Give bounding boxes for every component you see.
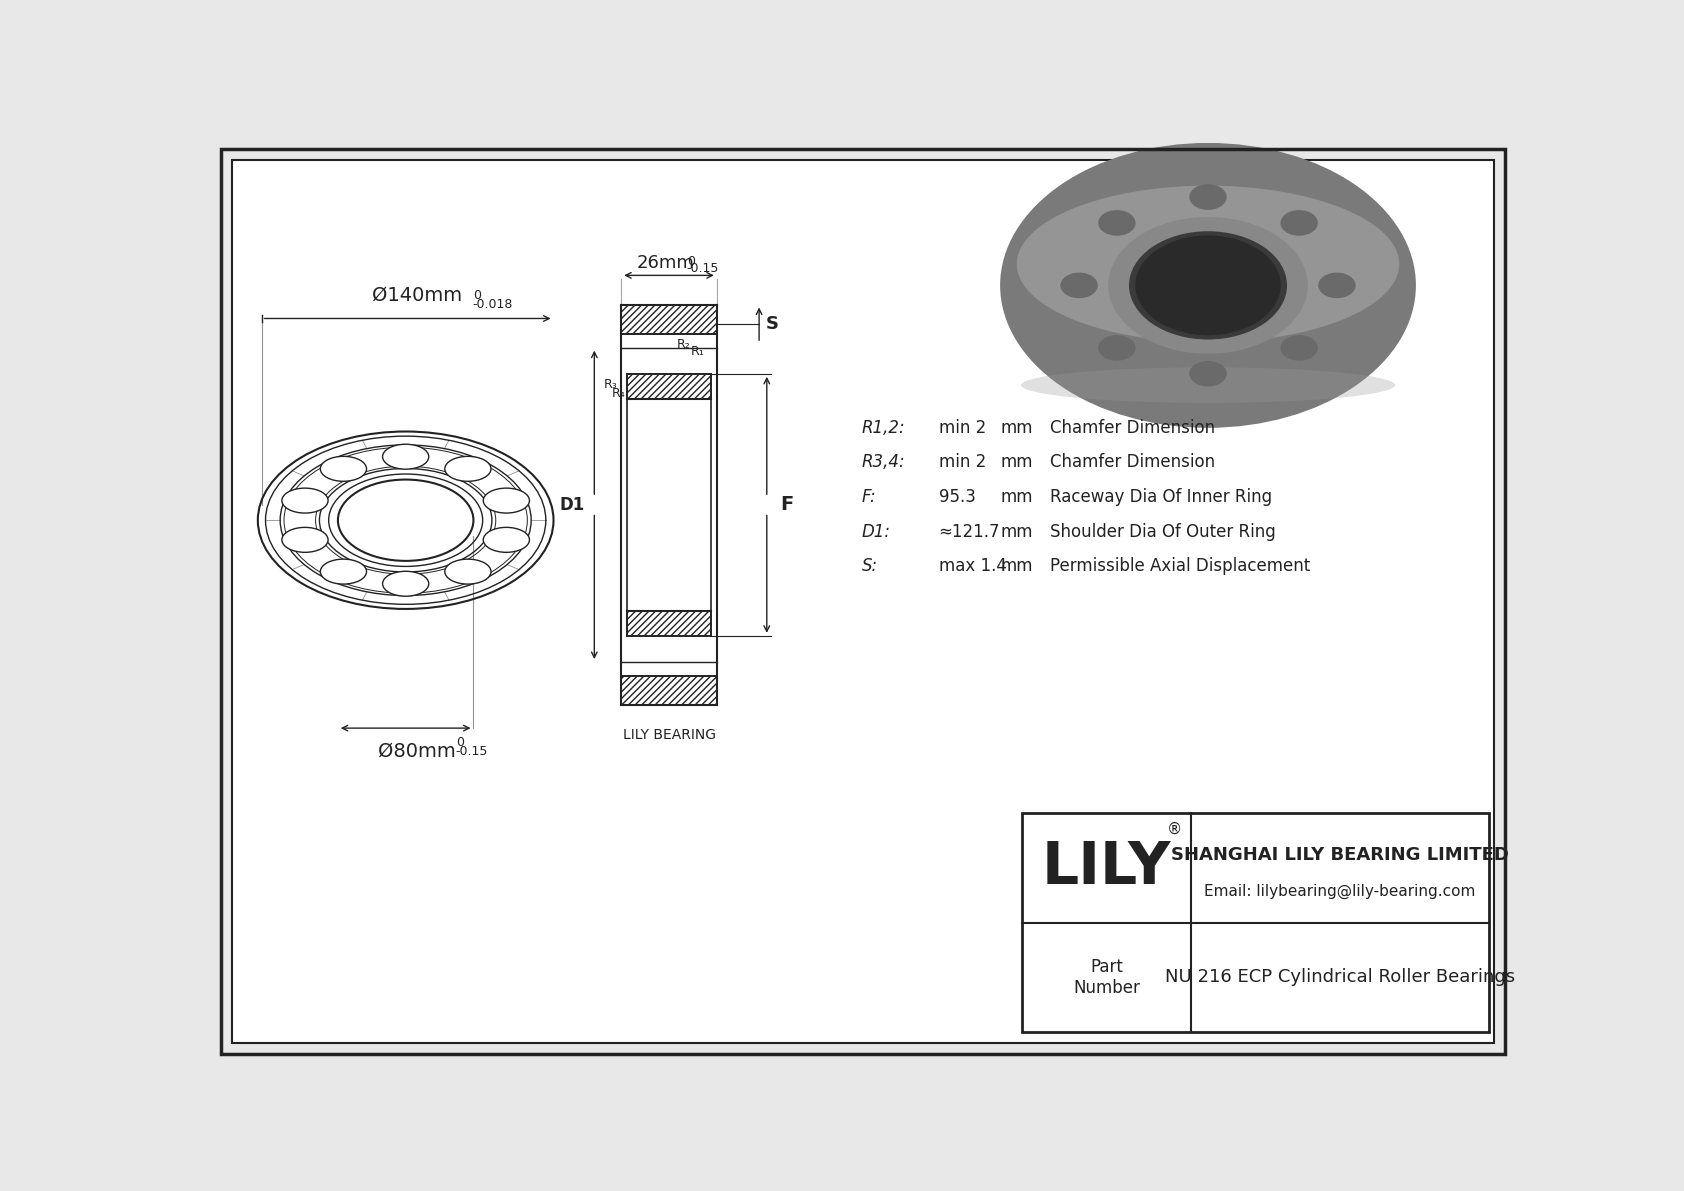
Text: mm: mm: [1000, 488, 1032, 506]
Ellipse shape: [281, 528, 328, 553]
Text: F: F: [780, 495, 793, 515]
Text: min 2: min 2: [938, 454, 985, 472]
Text: Email: lilybearing@lily-bearing.com: Email: lilybearing@lily-bearing.com: [1204, 884, 1475, 899]
Text: 26mm: 26mm: [637, 254, 694, 272]
Ellipse shape: [1189, 361, 1226, 387]
Text: mm: mm: [1000, 419, 1032, 437]
Bar: [621, 348, 717, 662]
Text: -0.15: -0.15: [456, 746, 488, 757]
Ellipse shape: [1128, 231, 1287, 339]
Text: R₄: R₄: [611, 387, 625, 400]
Text: LILY BEARING: LILY BEARING: [623, 728, 716, 742]
Text: -0.15: -0.15: [687, 262, 719, 275]
Bar: [621, 675, 717, 705]
Text: 0: 0: [473, 288, 480, 301]
Text: R₂: R₂: [677, 338, 690, 350]
Text: Ø80mm: Ø80mm: [379, 742, 456, 761]
Ellipse shape: [1319, 273, 1356, 298]
Ellipse shape: [1061, 273, 1098, 298]
Text: F:: F:: [862, 488, 876, 506]
Text: Part
Number: Part Number: [1073, 958, 1140, 997]
Text: Permissible Axial Displacement: Permissible Axial Displacement: [1051, 557, 1310, 575]
Text: S: S: [765, 314, 778, 332]
Ellipse shape: [1098, 335, 1135, 361]
Text: Shoulder Dia Of Outer Ring: Shoulder Dia Of Outer Ring: [1051, 523, 1276, 541]
Ellipse shape: [1098, 210, 1135, 236]
Text: Chamfer Dimension: Chamfer Dimension: [1051, 454, 1216, 472]
Ellipse shape: [320, 456, 367, 481]
Ellipse shape: [1189, 185, 1226, 210]
Text: ®: ®: [1167, 822, 1182, 837]
Text: 0: 0: [687, 255, 695, 268]
Ellipse shape: [1000, 143, 1416, 428]
Text: R3,4:: R3,4:: [862, 454, 904, 472]
Text: Chamfer Dimension: Chamfer Dimension: [1051, 419, 1216, 437]
Text: 95.3: 95.3: [938, 488, 975, 506]
Bar: [628, 611, 711, 636]
Text: mm: mm: [1000, 454, 1032, 472]
Text: -0.018: -0.018: [473, 298, 514, 311]
Ellipse shape: [258, 431, 554, 609]
Bar: [628, 374, 711, 399]
Ellipse shape: [1108, 217, 1308, 354]
Ellipse shape: [483, 528, 529, 553]
Bar: [628, 611, 711, 636]
Bar: [621, 305, 717, 333]
Ellipse shape: [445, 456, 492, 481]
Ellipse shape: [382, 572, 429, 597]
Text: max 1.4: max 1.4: [938, 557, 1007, 575]
Bar: [628, 374, 711, 399]
Text: 0: 0: [456, 736, 463, 749]
Ellipse shape: [320, 559, 367, 584]
Ellipse shape: [1135, 236, 1282, 335]
Bar: [621, 675, 717, 705]
Text: R1,2:: R1,2:: [862, 419, 904, 437]
Text: LILY: LILY: [1042, 840, 1170, 896]
Ellipse shape: [281, 488, 328, 513]
Text: NU 216 ECP Cylindrical Roller Bearings: NU 216 ECP Cylindrical Roller Bearings: [1165, 968, 1516, 986]
Text: SHANGHAI LILY BEARING LIMITED: SHANGHAI LILY BEARING LIMITED: [1170, 846, 1509, 863]
Ellipse shape: [445, 559, 492, 584]
Text: R₃: R₃: [603, 378, 618, 391]
Ellipse shape: [483, 488, 529, 513]
Ellipse shape: [1280, 335, 1319, 361]
Text: D1: D1: [559, 495, 584, 513]
Text: R₁: R₁: [690, 345, 704, 358]
Text: mm: mm: [1000, 523, 1032, 541]
Text: mm: mm: [1000, 557, 1032, 575]
Ellipse shape: [1017, 186, 1399, 342]
Bar: [621, 305, 717, 333]
Text: D1:: D1:: [862, 523, 891, 541]
Text: S:: S:: [862, 557, 877, 575]
Text: Raceway Dia Of Inner Ring: Raceway Dia Of Inner Ring: [1051, 488, 1273, 506]
Ellipse shape: [1280, 210, 1319, 236]
Text: Ø140mm: Ø140mm: [372, 286, 463, 305]
Text: ≈121.7: ≈121.7: [938, 523, 1000, 541]
Bar: [1022, 812, 1489, 1033]
Text: min 2: min 2: [938, 419, 985, 437]
Ellipse shape: [1021, 367, 1394, 403]
Ellipse shape: [382, 444, 429, 469]
